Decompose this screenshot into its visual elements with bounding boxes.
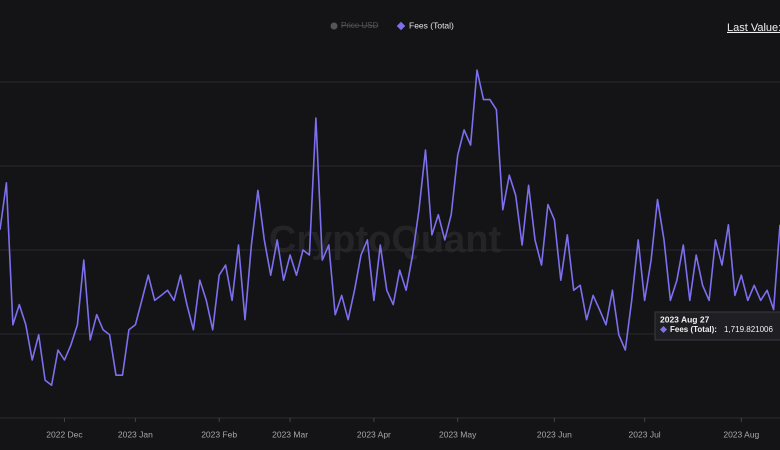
x-tick-label: 2023 Jan [118, 429, 153, 439]
tooltip-box [654, 311, 780, 341]
last-value[interactable]: Last Value: 1 [727, 22, 780, 34]
legend-dot-inactive [330, 22, 338, 30]
tooltip-label: Fees (Total): [670, 325, 717, 334]
tooltip-value: 1,719.821006 [724, 325, 773, 334]
tooltip: 2023 Aug 27 Fees (Total): 1,719.821006 [654, 311, 780, 341]
tooltip-marker [659, 325, 668, 334]
x-tick-label: 2022 Dec [46, 429, 83, 439]
x-tick-label: 2023 May [439, 429, 477, 439]
legend[interactable]: Price USD Fees (Total) [330, 20, 455, 31]
x-tick-label: 2023 Feb [201, 429, 237, 439]
tooltip-date: 2023 Aug 27 [660, 314, 710, 324]
x-tick-label: 2023 Jun [537, 429, 572, 439]
legend-item[interactable]: Fees (Total) [409, 20, 454, 30]
x-tick-label: 2023 Aug [723, 429, 759, 439]
watermark: CryptoQuant [269, 219, 502, 261]
x-tick-label: 2023 Apr [357, 429, 391, 439]
x-tick-label: 2023 Jul [629, 429, 661, 439]
legend-marker [396, 21, 406, 31]
x-tick-label: 2023 Mar [272, 429, 308, 439]
legend-item-inactive[interactable]: Price USD [341, 21, 379, 30]
fees-line [0, 69, 780, 386]
